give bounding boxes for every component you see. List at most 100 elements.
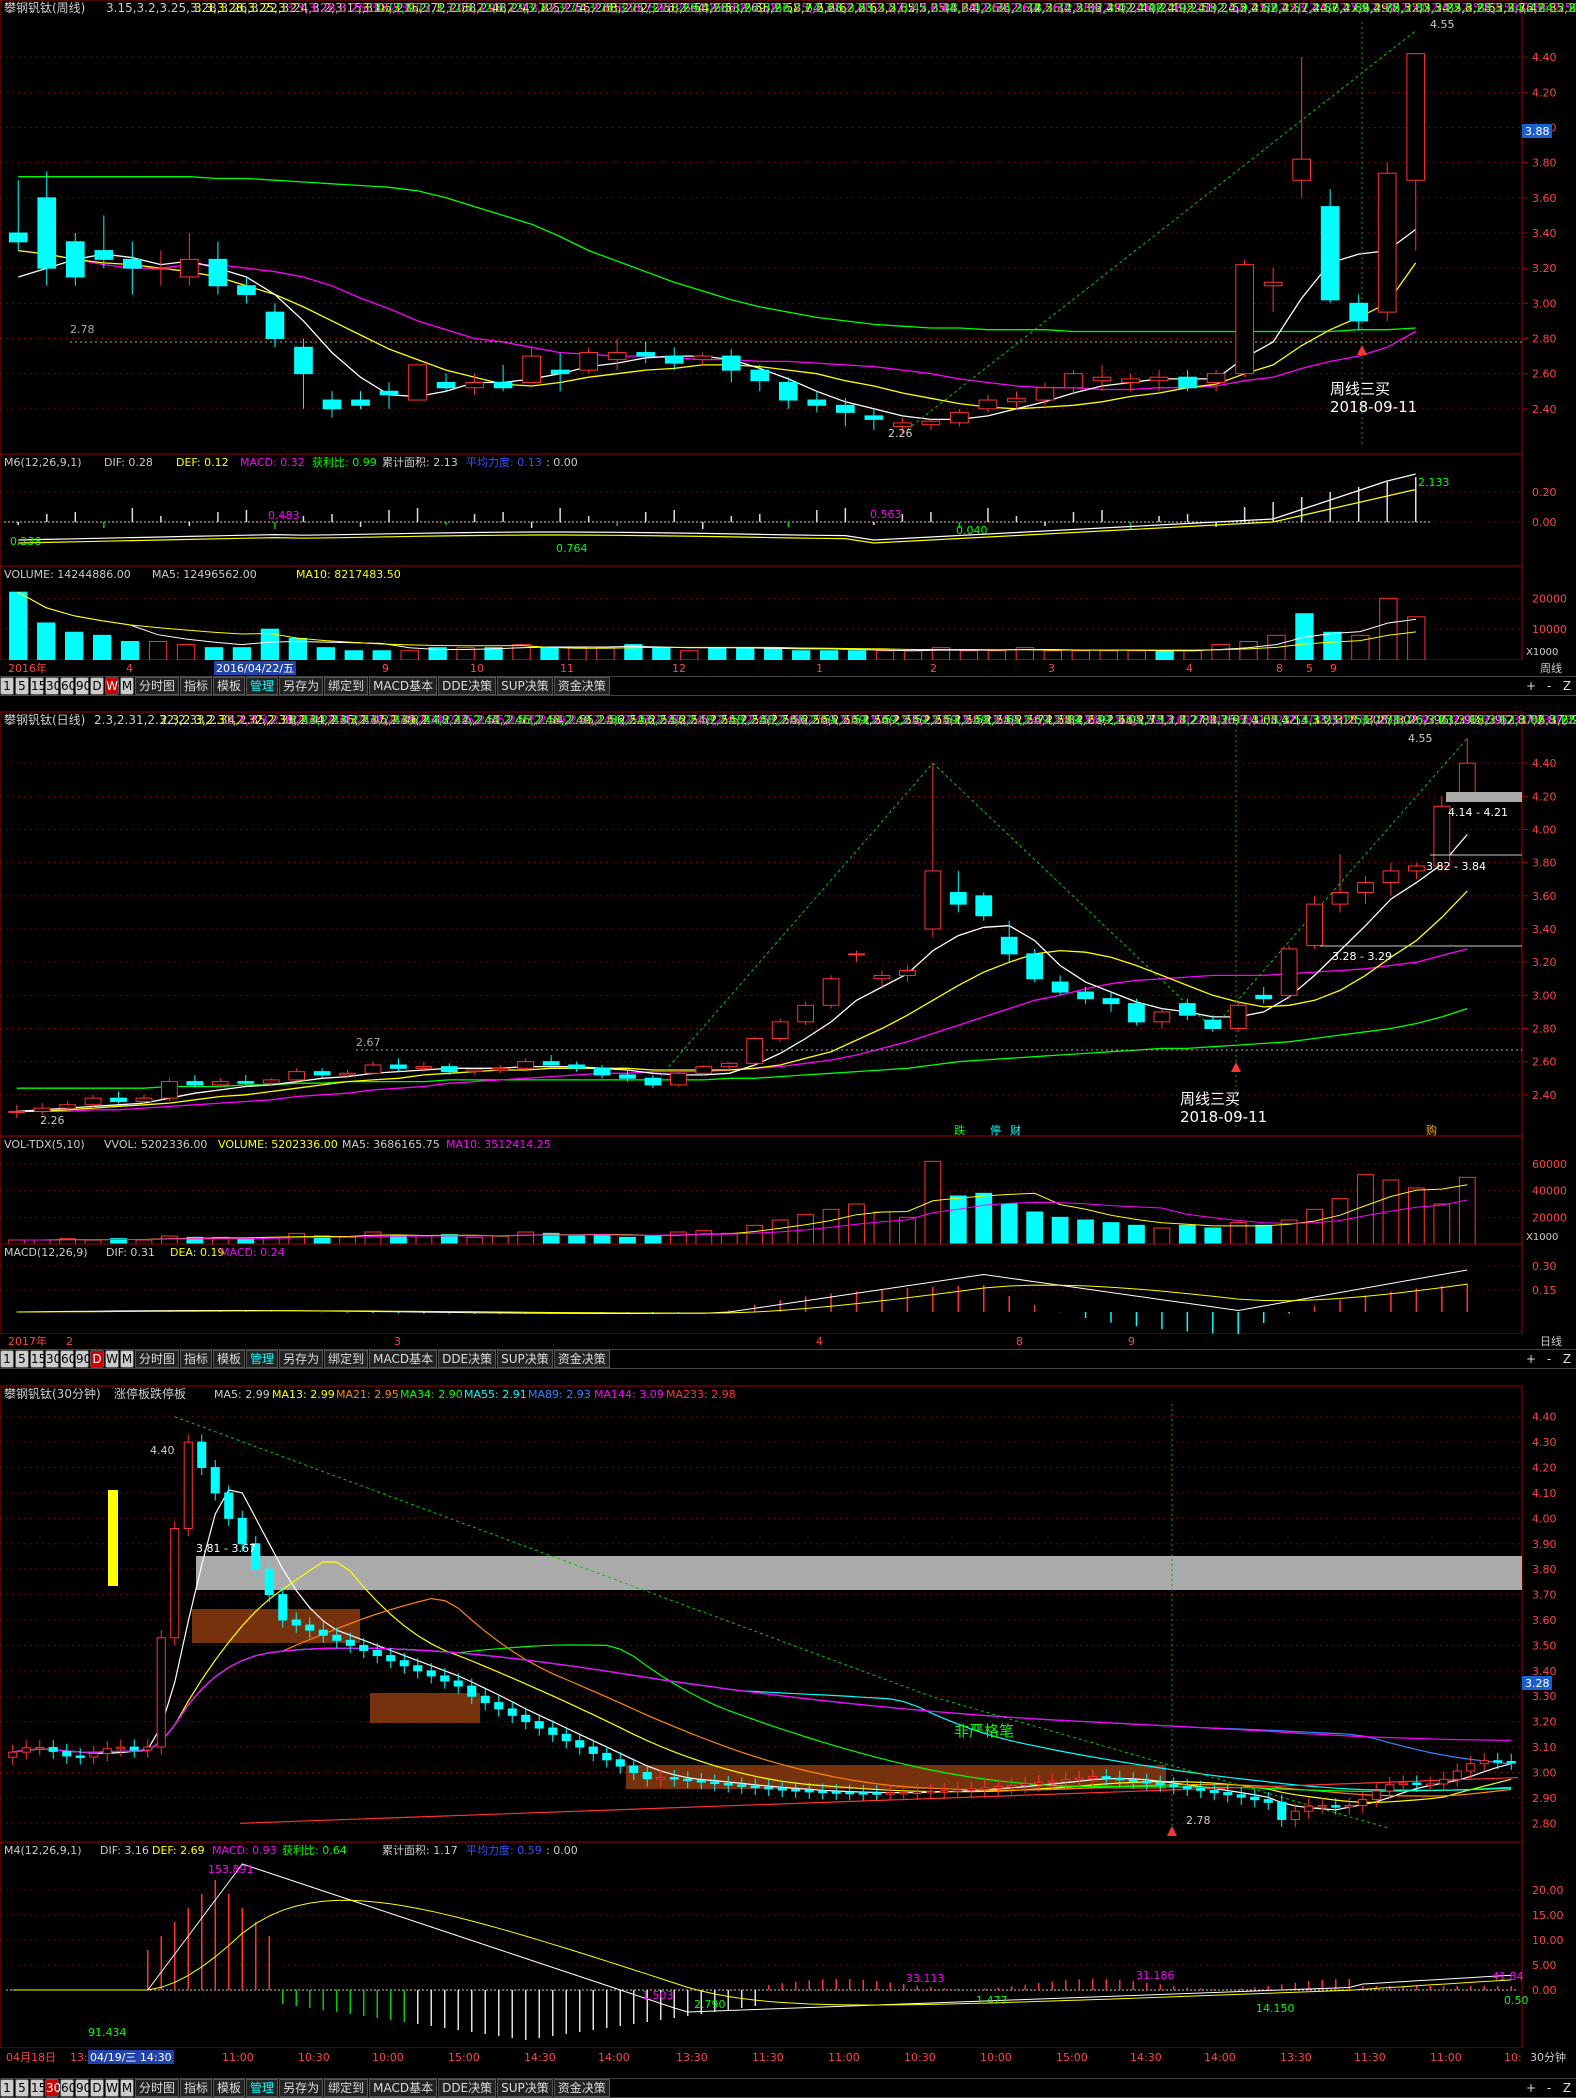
menu-button-模板[interactable]: 模板 (213, 677, 246, 695)
weekly-price-panel[interactable]: 4.404.204.003.803.603.403.203.002.802.60… (0, 0, 1576, 455)
period-button-W[interactable]: W (105, 677, 119, 695)
menu-button-绑定到[interactable]: 绑定到 (324, 1350, 369, 1368)
period-button-分时图[interactable]: 分时图 (135, 1350, 180, 1368)
period-button-90[interactable]: 90 (75, 677, 92, 695)
period-button-60[interactable]: 60 (60, 1350, 77, 1368)
weekly-tick-label: 3.40 (1532, 227, 1557, 240)
zoom-reset-button[interactable]: Z (1560, 2080, 1574, 2096)
weekly-tick-label: 4.40 (1532, 51, 1557, 64)
menu-button-SUP决策[interactable]: SUP决策 (497, 1350, 553, 1368)
period-button-90[interactable]: 90 (75, 1350, 92, 1368)
weekly-candle (1406, 53, 1426, 181)
daily-macd-panel[interactable]: 0.30 0.15 MACD(12,26,9) DIF: 0.31 DEA: 0.… (0, 1243, 1557, 1335)
m30-candle (521, 1714, 531, 1723)
period-button-M[interactable]: M (120, 1350, 134, 1368)
period-button-90[interactable]: 90 (75, 2079, 92, 2097)
menu-button-模板[interactable]: 模板 (213, 1350, 246, 1368)
menu-button-绑定到[interactable]: 绑定到 (324, 677, 369, 695)
menu-button-资金决策[interactable]: 资金决策 (553, 677, 610, 695)
daily-candle (1077, 991, 1094, 1000)
menu-button-另存为[interactable]: 另存为 (279, 1350, 324, 1368)
period-button-30[interactable]: 30 (45, 677, 62, 695)
m30-m4-panel[interactable]: 20.00 15.00 10.00 5.00 0.00 153.891 91.434 1.50… (0, 1841, 1564, 2049)
zoom-reset-button[interactable]: Z (1560, 1351, 1574, 1367)
menu-button-管理[interactable]: 管理 (246, 2079, 279, 2097)
period-button-15[interactable]: 15 (30, 677, 47, 695)
zoom-out-button[interactable]: - (1542, 2080, 1556, 2096)
daily-title: 攀钢钒钛(日线) (4, 712, 85, 727)
m30-price-panel[interactable]: 4.40 4.30 4.20 4.10 4.00 3.90 3.80 3.70 3.60 3.50… (0, 1385, 1557, 1843)
dvol-bar (1051, 1216, 1069, 1245)
daily-volume-panel[interactable]: 60000 40000 20000 VOL-TDX(5,10) VVOL: 5202… (0, 1135, 1567, 1245)
zoom-out-button[interactable]: - (1542, 678, 1556, 694)
menu-button-MACD基本[interactable]: MACD基本 (369, 1350, 438, 1368)
m30-candle (21, 1747, 31, 1753)
daily-high-label: 4.55 (1408, 732, 1433, 745)
zoom-in-button[interactable]: + (1524, 678, 1538, 694)
menu-button-MACD基本[interactable]: MACD基本 (369, 677, 438, 695)
menu-button-指标[interactable]: 指标 (180, 2079, 213, 2097)
zoom-reset-button[interactable]: Z (1560, 678, 1574, 694)
period-button-5[interactable]: 5 (15, 2079, 29, 2097)
period-button-1[interactable]: 1 (0, 1350, 14, 1368)
dvol-bar (364, 1231, 382, 1245)
menu-button-DDE决策[interactable]: DDE决策 (438, 2079, 497, 2097)
m30-candle (602, 1752, 612, 1761)
period-button-30[interactable]: 30 (45, 2079, 62, 2097)
weekly-candle (807, 399, 827, 406)
dvol-bar (1458, 1176, 1476, 1245)
wvol-bar (204, 647, 224, 661)
period-button-D[interactable]: D (90, 2079, 104, 2097)
period-button-D[interactable]: D (90, 677, 104, 695)
menu-button-绑定到[interactable]: 绑定到 (324, 2079, 369, 2097)
period-button-W[interactable]: W (105, 1350, 119, 1368)
maxis-label: 15:00 (1056, 2051, 1088, 2064)
period-button-15[interactable]: 15 (30, 2079, 47, 2097)
menu-button-SUP决策[interactable]: SUP决策 (497, 2079, 553, 2097)
period-button-分时图[interactable]: 分时图 (135, 2079, 180, 2097)
menu-button-另存为[interactable]: 另存为 (279, 2079, 324, 2097)
period-button-1[interactable]: 1 (0, 2079, 14, 2097)
weekly-m6-panel[interactable]: 0.20 0.00 0.238 0.483 0.563 0.040 0.764 2.133 M… (0, 453, 1557, 567)
menu-button-模板[interactable]: 模板 (213, 2079, 246, 2097)
period-button-M[interactable]: M (120, 677, 134, 695)
menu-button-DDE决策[interactable]: DDE决策 (438, 1350, 497, 1368)
maxis-label: 11:00 (828, 2051, 860, 2064)
menu-button-指标[interactable]: 指标 (180, 677, 213, 695)
daily-date-axis: 2017年 2 3 4 8 9 日线 (0, 1334, 1576, 1349)
menu-button-指标[interactable]: 指标 (180, 1350, 213, 1368)
menu-button-管理[interactable]: 管理 (246, 1350, 279, 1368)
period-button-60[interactable]: 60 (60, 2079, 77, 2097)
menu-button-资金决策[interactable]: 资金决策 (553, 1350, 610, 1368)
zoom-in-button[interactable]: + (1524, 2080, 1538, 2096)
period-button-D[interactable]: D (90, 1350, 104, 1368)
period-button-30[interactable]: 30 (45, 1350, 62, 1368)
daily-candle (491, 1067, 509, 1071)
weekly-candle (180, 258, 199, 278)
dvol-bar (1178, 1224, 1196, 1245)
menu-button-SUP决策[interactable]: SUP决策 (497, 677, 553, 695)
menu-button-资金决策[interactable]: 资金决策 (553, 2079, 610, 2097)
period-button-分时图[interactable]: 分时图 (135, 677, 180, 695)
period-button-W[interactable]: W (105, 2079, 119, 2097)
daily-candle (542, 1061, 560, 1066)
period-button-M[interactable]: M (120, 2079, 134, 2097)
menu-button-管理[interactable]: 管理 (246, 677, 279, 695)
period-button-5[interactable]: 5 (15, 1350, 29, 1368)
weekly-candle (778, 381, 798, 401)
dvol-bar (237, 1238, 255, 1245)
m30-candle (1074, 1777, 1084, 1781)
menu-button-DDE决策[interactable]: DDE决策 (438, 677, 497, 695)
menu-button-MACD基本[interactable]: MACD基本 (369, 2079, 438, 2097)
menu-button-另存为[interactable]: 另存为 (279, 677, 324, 695)
period-button-60[interactable]: 60 (60, 677, 77, 695)
daily-price-panel[interactable]: 4.40 4.20 4.00 3.80 3.60 3.40 3.20 3.00 2.80 2.60… (0, 711, 1576, 1137)
m30-candle (953, 1789, 963, 1792)
zoom-out-button[interactable]: - (1542, 1351, 1556, 1367)
period-button-1[interactable]: 1 (0, 677, 14, 695)
weekly-volume-panel[interactable]: 20000 10000 VOLUME: 14244886.00 MA5: 1249… (0, 565, 1567, 661)
period-button-5[interactable]: 5 (15, 677, 29, 695)
period-button-15[interactable]: 15 (30, 1350, 47, 1368)
zoom-in-button[interactable]: + (1524, 1351, 1538, 1367)
